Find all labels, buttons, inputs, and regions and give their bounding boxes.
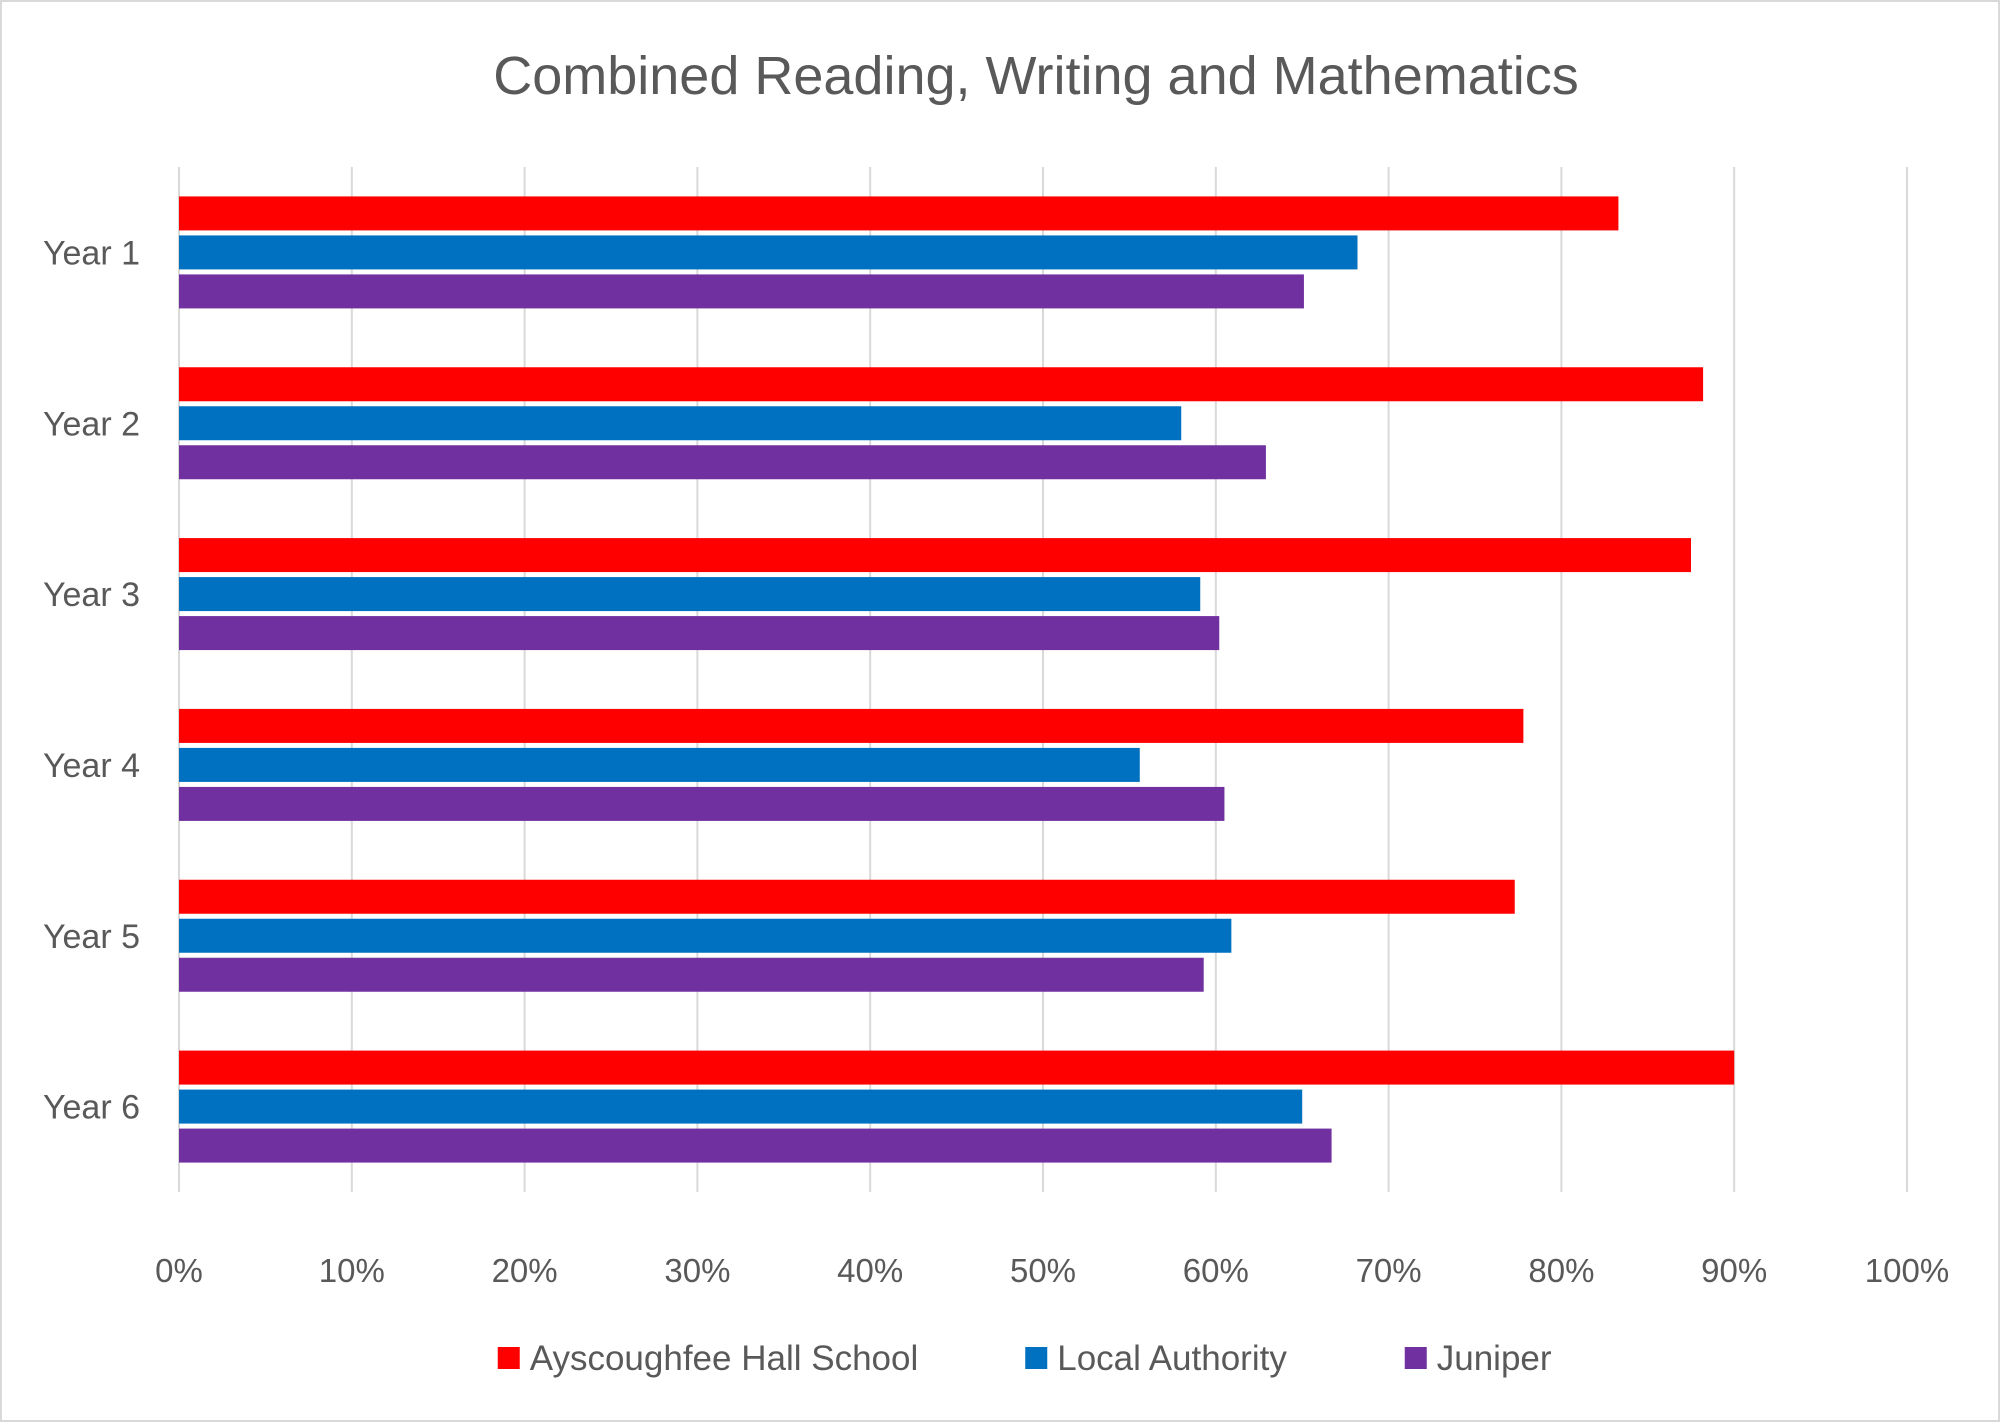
x-tick-label: 10%	[319, 1252, 385, 1289]
x-tick-label: 90%	[1701, 1252, 1767, 1289]
x-tick-label: 20%	[492, 1252, 558, 1289]
category-label: Year 3	[43, 576, 140, 614]
category-labels: Year 1 Year 2 Year 3 Year 4 Year 5 Year 6	[43, 234, 140, 1126]
bar	[179, 235, 1358, 270]
x-tick-label: 80%	[1528, 1252, 1594, 1289]
category-label: Year 2	[43, 405, 140, 443]
x-tick-label: 30%	[664, 1252, 730, 1289]
bar	[179, 616, 1220, 651]
legend-swatch	[1404, 1347, 1427, 1369]
bar	[179, 406, 1182, 441]
bar	[179, 1128, 1332, 1163]
x-tick-label: 50%	[1010, 1252, 1076, 1289]
bar	[179, 918, 1232, 953]
bar	[179, 538, 1691, 573]
bar	[179, 577, 1201, 612]
bar	[179, 274, 1304, 309]
legend-label: Juniper	[1437, 1339, 1552, 1378]
x-tick-label: 0%	[155, 1252, 203, 1289]
legend-label: Local Authority	[1057, 1339, 1287, 1378]
bar	[179, 196, 1619, 231]
bar	[179, 445, 1266, 480]
category-label: Year 5	[43, 918, 140, 956]
legend-label: Ayscoughfee Hall School	[530, 1339, 919, 1378]
bar	[179, 367, 1704, 402]
legend-swatch	[497, 1347, 520, 1369]
bar	[179, 747, 1140, 782]
legend-swatch	[1025, 1347, 1048, 1369]
gridlines	[178, 167, 1908, 1192]
x-tick-label: 40%	[837, 1252, 903, 1289]
legend: Ayscoughfee Hall School Local Authority Ju…	[497, 1339, 1552, 1378]
category-label: Year 4	[43, 747, 140, 785]
x-tick-label: 100%	[1865, 1252, 1949, 1289]
bar	[179, 708, 1524, 743]
x-tick-label: 60%	[1183, 1252, 1249, 1289]
bars	[179, 196, 1735, 1163]
bar	[179, 957, 1204, 992]
bar	[179, 1050, 1735, 1085]
bar	[179, 879, 1515, 914]
x-tick-label: 70%	[1356, 1252, 1422, 1289]
category-label: Year 6	[43, 1089, 140, 1127]
bar	[179, 786, 1225, 821]
category-label: Year 1	[43, 234, 140, 272]
bar	[179, 1089, 1303, 1124]
chart-title: Combined Reading, Writing and Mathematic…	[493, 46, 1579, 106]
x-axis-ticks: 0% 10% 20% 30% 40% 50% 60% 70% 80% 90% 100%	[155, 1252, 1949, 1289]
